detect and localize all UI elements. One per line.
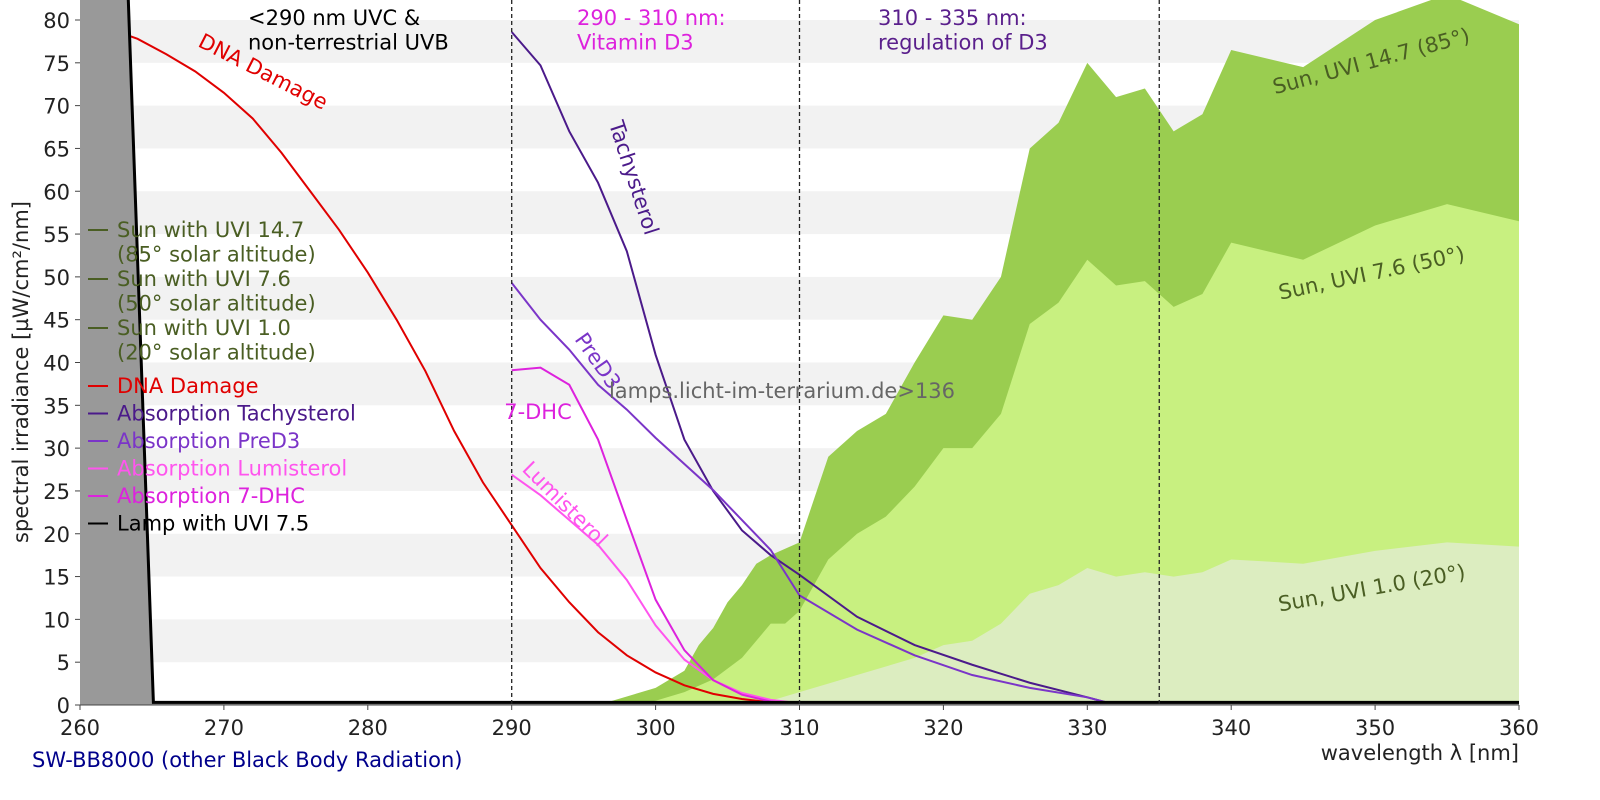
series-line — [510, 31, 1117, 705]
x-tick-label: 290 — [492, 716, 532, 740]
legend-label: Sun with UVI 1.0 (20° solar altitude) — [117, 316, 316, 365]
legend-label: Absorption PreD3 — [117, 429, 300, 453]
x-tick-label: 310 — [779, 716, 819, 740]
legend-label: Sun with UVI 14.7 (85° solar altitude) — [117, 218, 316, 267]
x-tick-label: 280 — [348, 716, 388, 740]
y-tick-label: 80 — [43, 9, 70, 33]
legend: Sun with UVI 14.7 (85° solar altitude)Sun… — [88, 218, 356, 536]
x-tick-label: 320 — [923, 716, 963, 740]
y-tick-label: 10 — [43, 608, 70, 632]
y-tick-label: 30 — [43, 437, 70, 461]
sun-area — [741, 542, 1519, 705]
y-tick-label: 75 — [43, 52, 70, 76]
annotation: <290 nm UVC & non-terrestrial UVB — [248, 6, 449, 55]
x-tick-label: 260 — [60, 716, 100, 740]
legend-label: Absorption Lumisterol — [117, 457, 347, 481]
annotation: 290 - 310 nm: Vitamin D3 — [577, 6, 726, 55]
annotation: 7-DHC — [504, 400, 572, 424]
x-tick-label: 340 — [1211, 716, 1251, 740]
series-line — [80, 19, 800, 705]
legend-label: Sun with UVI 7.6 (50° solar altitude) — [117, 267, 316, 316]
watermark: lamps.licht-im-terrarium.de>136 — [609, 379, 955, 403]
series-line — [510, 282, 1117, 705]
y-tick-label: 5 — [57, 651, 70, 675]
y-tick-label: 45 — [43, 309, 70, 333]
x-axis-label: wavelength λ [nm] — [1321, 741, 1519, 765]
legend-label: DNA Damage — [117, 374, 259, 398]
annotation: 310 - 335 nm: regulation of D3 — [878, 6, 1048, 55]
y-tick-label: 65 — [43, 137, 70, 161]
x-tick-label: 270 — [204, 716, 244, 740]
x-tick-label: 300 — [636, 716, 676, 740]
legend-label: Absorption Tachysterol — [117, 402, 356, 426]
x-tick-label: 330 — [1067, 716, 1107, 740]
x-tick-label: 350 — [1355, 716, 1395, 740]
series-line — [511, 366, 800, 705]
series-line — [126, 0, 1519, 704]
y-tick-label: 40 — [43, 352, 70, 376]
y-tick-label: 35 — [43, 394, 70, 418]
series-line — [511, 473, 800, 705]
y-tick-label: 50 — [43, 266, 70, 290]
footer: SW-BB8000 (other Black Body Radiation) — [32, 748, 462, 772]
legend-label: Lamp with UVI 7.5 — [117, 512, 309, 536]
y-tick-label: 20 — [43, 523, 70, 547]
grid-band — [80, 20, 1519, 63]
y-tick-label: 70 — [43, 95, 70, 119]
legend-label: Absorption 7-DHC — [117, 484, 305, 508]
y-tick-label: 15 — [43, 566, 70, 590]
y-tick-label: 60 — [43, 180, 70, 204]
y-tick-label: 55 — [43, 223, 70, 247]
y-tick-label: 25 — [43, 480, 70, 504]
y-axis-label: spectral irradiance [µW/cm²/nm] — [9, 201, 33, 543]
x-tick-label: 360 — [1499, 716, 1539, 740]
y-tick-label: 0 — [57, 694, 70, 718]
